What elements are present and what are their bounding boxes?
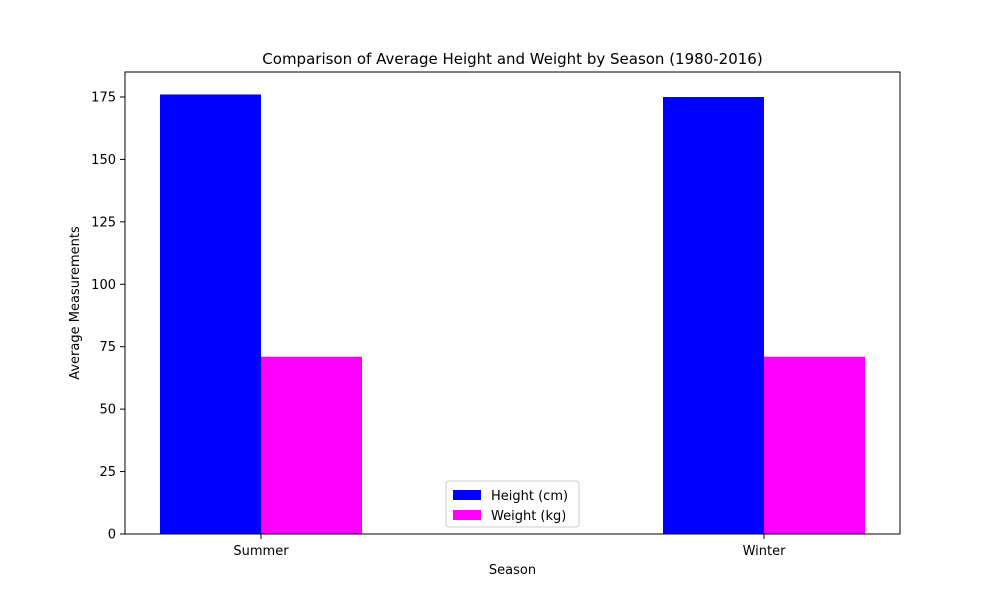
y-tick-label: 100 [91, 278, 116, 293]
axes-frame [124, 71, 901, 535]
y-tick-label: 75 [99, 340, 116, 355]
bar-winter-weight [764, 356, 865, 534]
y-tick-label: 50 [99, 403, 116, 418]
y-axis-label: Average Measurements [68, 226, 83, 380]
bar-winter-height [663, 96, 764, 535]
x-tick-label: Summer [233, 544, 289, 559]
y-tick-label: 175 [91, 90, 116, 105]
legend: Height (cm) Weight (kg) [445, 480, 580, 528]
chart-title: Comparison of Average Height and Weight … [262, 50, 762, 68]
x-axis-label: Season [489, 563, 536, 578]
legend-swatch [453, 490, 481, 500]
legend-label: Height (cm) [491, 489, 568, 504]
bar-summer-height [160, 94, 261, 534]
legend-swatch [453, 510, 481, 520]
bar-summer-weight [261, 356, 362, 534]
y-tick-label: 25 [99, 465, 116, 480]
legend-label: Weight (kg) [491, 509, 566, 524]
y-tick-label: 0 [108, 528, 116, 543]
plot-area: 0 25 50 75 100 125 150 175 Summer Winter [91, 71, 901, 559]
x-tick-label: Winter [743, 544, 787, 559]
y-tick-label: 125 [91, 215, 116, 230]
y-tick-label: 150 [91, 153, 116, 168]
